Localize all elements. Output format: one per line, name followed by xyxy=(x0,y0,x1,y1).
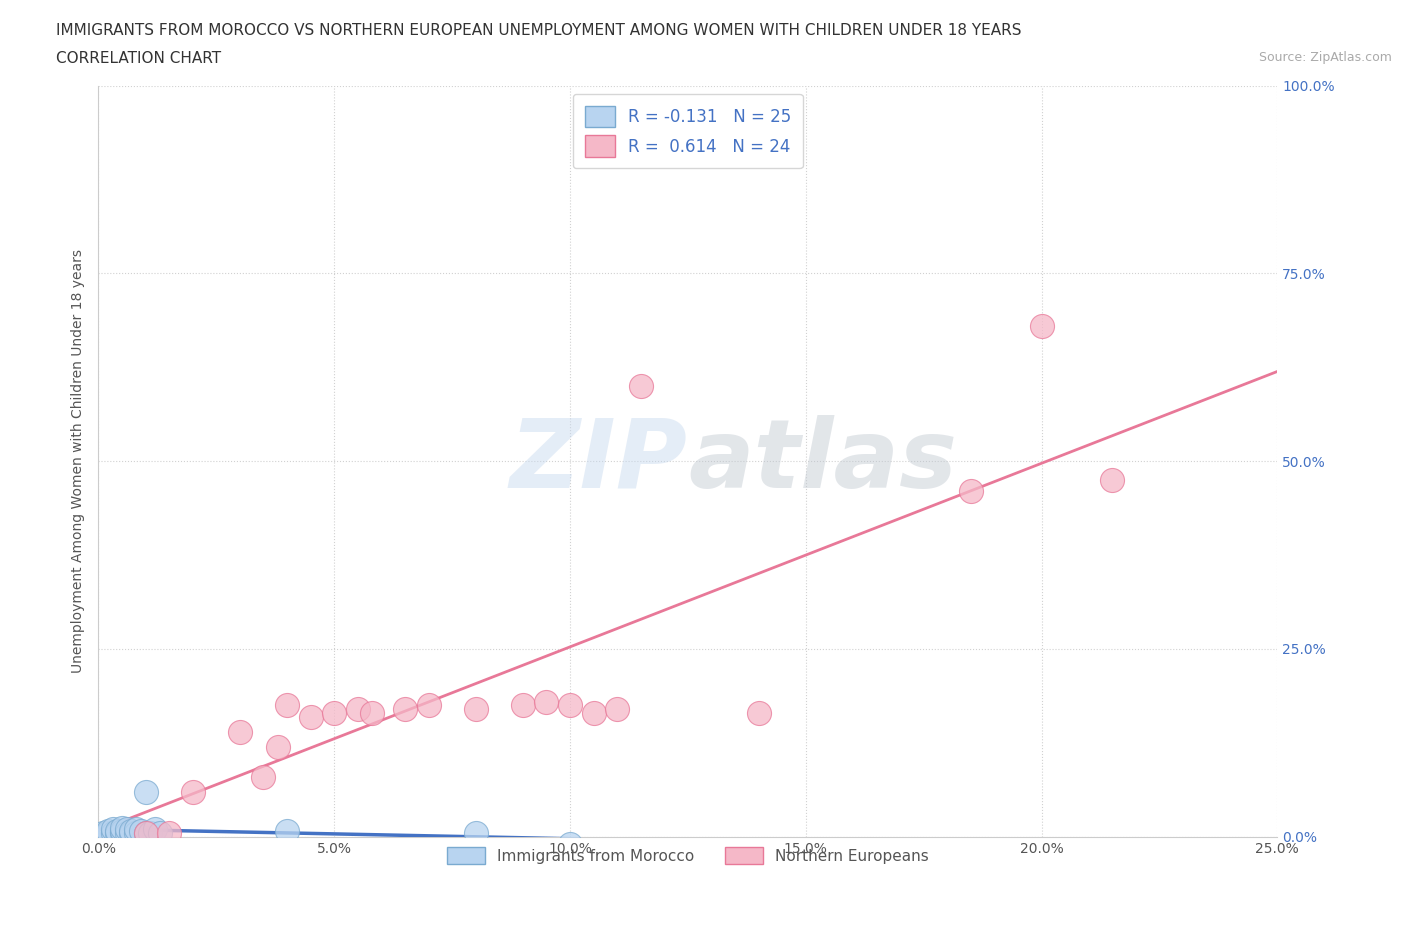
Point xyxy=(252,769,274,784)
Legend: Immigrants from Morocco, Northern Europeans: Immigrants from Morocco, Northern Europe… xyxy=(440,841,935,870)
Point xyxy=(959,484,981,498)
Point xyxy=(125,826,148,841)
Point xyxy=(101,826,124,841)
Text: atlas: atlas xyxy=(688,415,957,508)
Point xyxy=(346,701,368,716)
Point xyxy=(512,698,534,712)
Point xyxy=(394,701,416,716)
Point xyxy=(181,784,204,799)
Point xyxy=(323,705,346,720)
Point xyxy=(97,826,120,841)
Text: CORRELATION CHART: CORRELATION CHART xyxy=(56,51,221,66)
Point xyxy=(630,379,652,393)
Text: IMMIGRANTS FROM MOROCCO VS NORTHERN EUROPEAN UNEMPLOYMENT AMONG WOMEN WITH CHILD: IMMIGRANTS FROM MOROCCO VS NORTHERN EURO… xyxy=(56,23,1022,38)
Point xyxy=(111,820,134,835)
Point xyxy=(606,701,628,716)
Point xyxy=(129,823,152,838)
Point xyxy=(361,705,384,720)
Point xyxy=(143,822,166,837)
Point xyxy=(125,822,148,837)
Text: Source: ZipAtlas.com: Source: ZipAtlas.com xyxy=(1258,51,1392,64)
Point xyxy=(101,822,124,837)
Point xyxy=(536,694,558,709)
Point xyxy=(135,784,157,799)
Point xyxy=(558,698,581,712)
Point xyxy=(266,739,288,754)
Point xyxy=(120,823,142,838)
Point xyxy=(105,823,128,838)
Point xyxy=(558,837,581,852)
Point xyxy=(464,701,486,716)
Point xyxy=(299,710,322,724)
Point xyxy=(111,826,134,841)
Point xyxy=(157,826,180,841)
Point xyxy=(582,705,605,720)
Point xyxy=(105,826,128,841)
Point xyxy=(418,698,440,712)
Point xyxy=(149,826,172,841)
Point xyxy=(748,705,770,720)
Y-axis label: Unemployment Among Women with Children Under 18 years: Unemployment Among Women with Children U… xyxy=(72,249,86,673)
Point xyxy=(1031,319,1053,334)
Point xyxy=(464,826,486,841)
Point xyxy=(97,823,120,838)
Point xyxy=(276,823,298,838)
Point xyxy=(115,826,138,841)
Text: ZIP: ZIP xyxy=(510,415,688,508)
Point xyxy=(1101,472,1123,487)
Point xyxy=(276,698,298,712)
Point xyxy=(135,826,157,841)
Point xyxy=(139,826,162,841)
Point xyxy=(115,822,138,837)
Point xyxy=(111,823,134,838)
Point xyxy=(229,724,252,739)
Point xyxy=(120,826,142,841)
Point xyxy=(135,826,157,841)
Point xyxy=(91,826,114,841)
